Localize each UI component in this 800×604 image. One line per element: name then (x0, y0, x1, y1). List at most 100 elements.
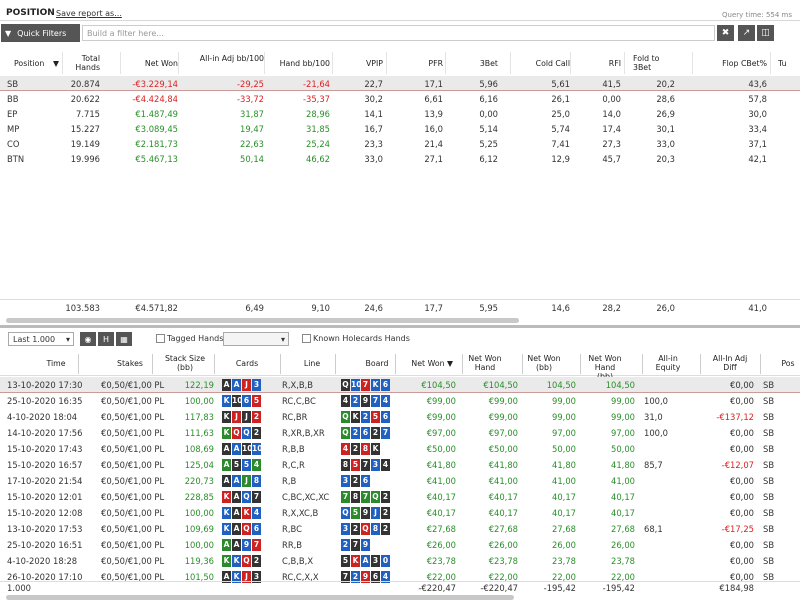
position-row[interactable]: CO 19.149 €2.181,73 22,63 25,24 23,3 21,4 5,25 7… (0, 136, 800, 151)
playing-card: 3 (371, 555, 380, 567)
playing-card: 10 (252, 443, 263, 455)
hands-col-header[interactable]: Pos (781, 359, 795, 368)
pos-col-header[interactable]: Hand bb/100 (279, 59, 330, 68)
playing-card: 5 (351, 507, 360, 519)
playing-card: K (222, 555, 231, 567)
hands-col-header[interactable]: Cards (235, 359, 259, 368)
hands-col-header[interactable]: All-in Equity (655, 354, 681, 372)
position-row[interactable]: BTN 19.996 €5.467,13 50,14 46,62 33,0 27,1 6,12… (0, 151, 800, 166)
hand-row[interactable]: 15-10-2020 17:43 €0,50/€1,00 PL A A 10 10 R,B,… (0, 441, 800, 457)
known-holecards-checkbox[interactable] (302, 334, 311, 343)
cell-hand: -21,64 (303, 79, 330, 89)
pos-col-header[interactable]: 3Bet (479, 59, 498, 68)
position-row[interactable]: MP 15.227 €3.089,45 19,47 31,85 16,7 16,0 5,14 5… (0, 121, 800, 136)
playing-card: K (371, 379, 380, 391)
playing-card: 6 (371, 571, 380, 583)
hand-row[interactable]: 25-10-2020 16:51 €0,50/€1,00 PL A A 9 7 RR,B 2 7… (0, 537, 800, 553)
horizontal-scrollbar[interactable] (6, 318, 519, 323)
hole-cards: K 10 6 5 (222, 395, 261, 407)
pos-col-header[interactable]: Fold to 3Bet (633, 54, 660, 72)
grid-icon[interactable]: ▦ (116, 332, 132, 346)
hand-row[interactable]: 26-10-2020 17:10 €0,50/€1,00 PL A K J 3 RC,C,X… (0, 569, 800, 585)
hands-toolbar: Last 1.000 ▾ ◉ H ▦ Tagged Hands ▾ Known H… (0, 330, 800, 348)
hands-col-header[interactable]: Board (365, 359, 389, 368)
cell-stack: 125,04 (184, 460, 214, 470)
hands-col-header[interactable]: Net Won (bb) (527, 354, 561, 372)
hand-row[interactable]: 13-10-2020 17:30 €0,50/€1,00 PL A A J 3 R,X,B,… (0, 377, 800, 393)
hands-col-header[interactable]: Net Won Hand (bb) (588, 354, 622, 381)
quick-filters-button[interactable]: ▼ Quick Filters (1, 24, 80, 42)
hands-col-header[interactable]: All-In Adj Diff (712, 354, 748, 372)
hands-col-header[interactable]: Line (303, 359, 321, 368)
pos-col-header[interactable]: VPIP (365, 59, 383, 68)
eye-icon[interactable]: ◉ (80, 332, 96, 346)
hands-col-header[interactable]: Net Won Hand (468, 354, 502, 372)
pos-col-header[interactable]: All-in Adj bb/100 (199, 54, 264, 63)
hands-col-header[interactable]: Stack Size (bb) (164, 354, 206, 372)
pos-col-header[interactable]: Cold Call (535, 59, 570, 68)
hands-table-header: Time Stakes Stack Size (bb) Cards Line Board N… (0, 350, 800, 381)
position-row[interactable]: SB 20.874 -€3.229,14 -29,25 -21,64 22,7 17,1 5,… (0, 76, 800, 91)
cell-line: R,B,B (282, 444, 305, 454)
playing-card: 3 (341, 475, 350, 487)
cell-net: €22,00 (426, 572, 456, 582)
playing-card: 5 (351, 459, 360, 471)
horizontal-scrollbar-hands[interactable] (6, 595, 514, 600)
cell-line: RC,BR (282, 412, 308, 422)
playing-card: 7 (361, 379, 370, 391)
pos-col-header[interactable]: Flop CBet% (722, 59, 767, 68)
hand-row[interactable]: 15-10-2020 12:01 €0,50/€1,00 PL K A Q 7 C,BC,X… (0, 489, 800, 505)
save-report-link[interactable]: Save report as... (56, 9, 122, 18)
tagged-hands-select[interactable]: ▾ (223, 332, 289, 346)
total-nhbb: -195,42 (602, 583, 635, 593)
hand-row[interactable]: 15-10-2020 16:57 €0,50/€1,00 PL A 5 5 4 R,C,R 8… (0, 457, 800, 473)
cell-nwh: €23,78 (488, 556, 518, 566)
layout-icon[interactable]: ◫ (757, 25, 774, 41)
playing-card: Q (371, 491, 380, 503)
hand-row[interactable]: 25-10-2020 16:35 €0,50/€1,00 PL K 10 6 5 RC,C,… (0, 393, 800, 409)
hand-row[interactable]: 13-10-2020 17:53 €0,50/€1,00 PL K A Q 6 R,BC 3 2… (0, 521, 800, 537)
cell-cc: 5,74 (551, 124, 570, 134)
hands-col-header[interactable]: Stakes (117, 359, 143, 368)
hands-col-header[interactable]: Time (46, 359, 66, 368)
chart-icon[interactable]: ↗ (738, 25, 755, 41)
pos-col-header[interactable]: RFI (608, 59, 621, 68)
cell-pos: SB (763, 572, 775, 582)
position-row[interactable]: EP 7.715 €1.487,49 31,87 28,96 14,1 13,9 0,00 25… (0, 106, 800, 121)
cell-nhbb: 23,78 (611, 556, 635, 566)
cell-nhbb: 40,17 (611, 508, 635, 518)
cell-pos: SB (7, 79, 19, 89)
hole-cards: A A 10 10 (222, 443, 263, 455)
pos-col-header[interactable]: Position (14, 59, 45, 68)
pos-col-header[interactable]: PFR (428, 59, 443, 68)
panel-divider[interactable] (0, 325, 800, 328)
hand-row[interactable]: 15-10-2020 12:08 €0,50/€1,00 PL K A K 4 R,X,XC… (0, 505, 800, 521)
playing-card: K (222, 411, 231, 423)
hand-row[interactable]: 17-10-2020 21:54 €0,50/€1,00 PL A A J 8 R,B 3 2 6… (0, 473, 800, 489)
cell-net: €40,17 (426, 508, 456, 518)
cell-net: €2.181,73 (135, 139, 178, 149)
position-row[interactable]: BB 20.622 -€4.424,84 -33,72 -35,37 30,2 6,61 6,… (0, 91, 800, 106)
playing-card: K (351, 555, 360, 567)
cell-nhbb: 26,00 (611, 540, 635, 550)
pos-col-header[interactable]: Net Won (144, 59, 178, 68)
hands-col-header[interactable]: Net Won (411, 359, 445, 368)
clear-filter-icon[interactable]: ✖ (717, 25, 734, 41)
pos-col-header[interactable]: Tu (778, 59, 787, 68)
pos-col-header[interactable]: Total Hands (75, 54, 100, 72)
tagged-hands-checkbox[interactable] (156, 334, 165, 343)
cell-cc: 5,61 (551, 79, 570, 89)
cell-pos: EP (7, 109, 18, 119)
playing-card: A (232, 379, 241, 391)
hand-row[interactable]: 14-10-2020 17:56 €0,50/€1,00 PL K Q Q 2 R,XR,B… (0, 425, 800, 441)
playing-card: 4 (252, 459, 261, 471)
hand-row[interactable]: 4-10-2020 18:28 €0,50/€1,00 PL K K Q 2 C,B,B,X… (0, 553, 800, 569)
h-button[interactable]: H (98, 332, 114, 346)
hand-row[interactable]: 4-10-2020 18:04 €0,50/€1,00 PL K J J 2 RC,BR Q K… (0, 409, 800, 425)
hand-count-select[interactable]: Last 1.000 ▾ (8, 332, 74, 346)
cell-diff: €0,00 (730, 476, 754, 486)
playing-card: 9 (361, 507, 370, 519)
filter-input[interactable]: Build a filter here... (82, 25, 715, 41)
